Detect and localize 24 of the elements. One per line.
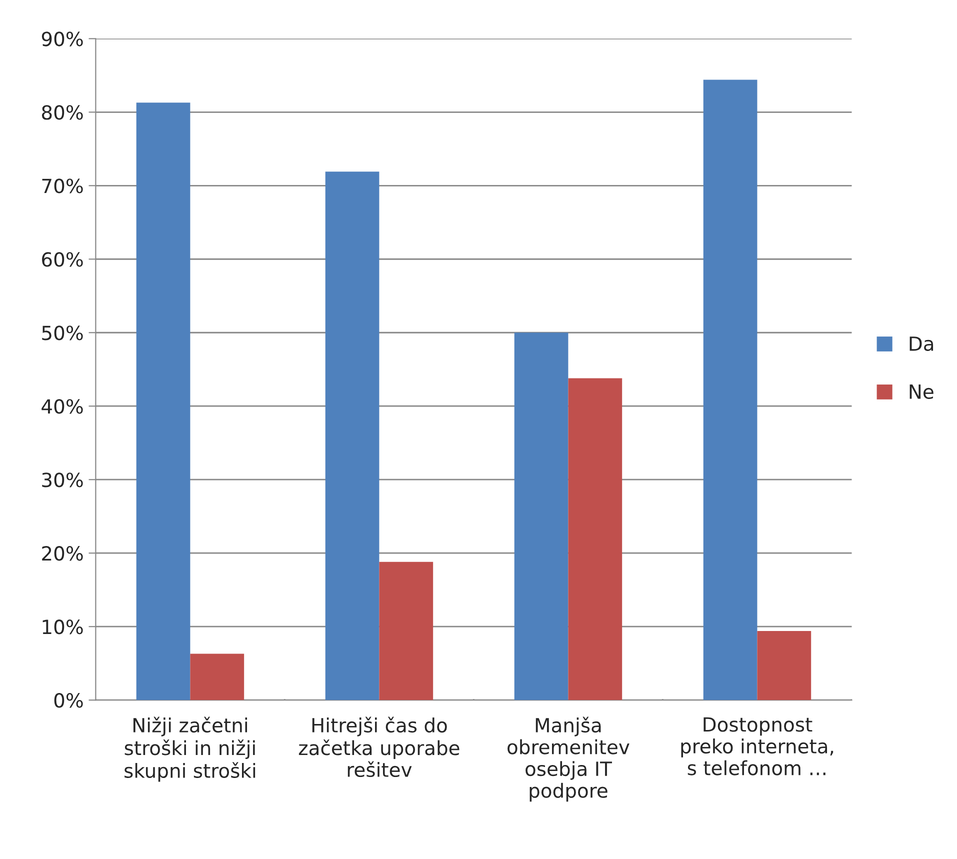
y-tick-label: 20% [42,546,83,561]
x-tick-label: Hitrejši čas do začetka uporabe rešitev [298,716,460,778]
y-tick-label: 40% [42,399,83,414]
y-tick-label: 10% [42,620,83,634]
bar [703,80,758,700]
x-tick-label: Dostopnost preko interneta, s telefonom … [681,717,834,776]
legend-label: Da [910,336,934,352]
y-tick-label: 70% [42,178,83,194]
bar [757,631,812,700]
y-tick-label: 0% [54,693,83,708]
y-tick-label: 50% [42,326,83,340]
bar [568,378,622,700]
x-tick-label: Nižji začetni stroški in nižji skupni stroški [124,716,256,782]
legend-label: Ne [910,384,934,400]
y-tick-label: 80% [42,105,83,120]
bar [379,562,434,700]
bar [136,102,190,700]
bar [190,654,244,700]
y-tick-label: 60% [42,252,83,267]
x-tick-label: Manjša obremenitev osebja IT podpore [508,716,630,802]
y-tick-label: 30% [42,472,83,488]
y-tick-label: 90% [42,32,83,46]
bar [325,172,380,700]
bar [514,332,568,700]
